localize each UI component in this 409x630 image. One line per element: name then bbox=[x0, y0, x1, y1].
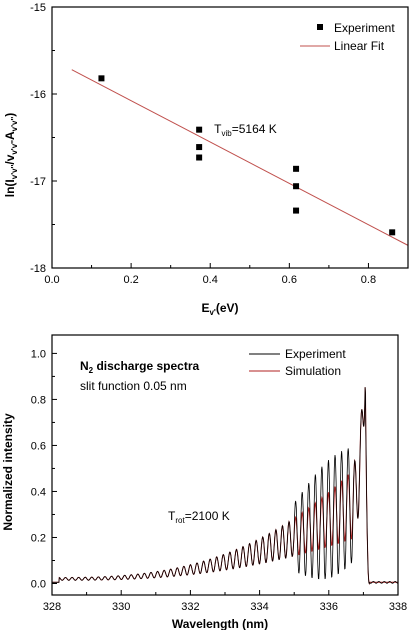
linear-fit-line bbox=[71, 69, 409, 246]
top-x-tick-label: 0.6 bbox=[282, 274, 297, 286]
top-y-tick-label: -16 bbox=[30, 89, 46, 101]
discharge-spectrum-plot: 328 330 332 334 336 338 0.0 0.2 0.4 0.6 0.8 1.0 Nor… bbox=[1, 334, 407, 630]
top-legend: Experiment Linear Fit bbox=[300, 21, 395, 53]
top-x-tick-label: 0.2 bbox=[123, 274, 138, 286]
bottom-y-tick-label: 1.0 bbox=[31, 348, 46, 360]
top-axis-ticks: 0.0 0.2 0.4 0.6 0.8 -18 -17 -16 -15 bbox=[30, 2, 409, 286]
experiment-spectrum-line bbox=[52, 387, 399, 585]
vibrational-temperature-annotation: Tvib=5164 K bbox=[214, 122, 277, 138]
top-y-tick-label: -17 bbox=[30, 176, 46, 188]
top-x-tick-label: 0.8 bbox=[361, 274, 376, 286]
legend-marker-experiment bbox=[317, 24, 323, 30]
spectrum-title-annotation: N2 discharge spectra bbox=[80, 359, 200, 375]
bottom-axis-ticks: 328 330 332 334 336 338 0.0 0.2 0.4 0.6 0.8 1.0 bbox=[31, 348, 407, 613]
bottom-y-tick-label: 0.0 bbox=[31, 578, 46, 590]
experiment-point bbox=[98, 75, 105, 82]
bottom-legend: Experiment Simulation bbox=[249, 347, 346, 378]
top-y-tick-label: -18 bbox=[30, 263, 46, 275]
bottom-plot-frame bbox=[51, 334, 399, 596]
bottom-x-tick-label: 336 bbox=[320, 601, 338, 613]
linear-fit-series bbox=[71, 69, 409, 246]
bottom-y-tick-label: 0.2 bbox=[31, 532, 46, 544]
top-y-axis-title: ln(Iv'v''/vv'v''Av'v'') bbox=[3, 113, 19, 198]
top-plot-frame bbox=[51, 6, 409, 269]
top-legend-fit-label: Linear Fit bbox=[334, 39, 385, 53]
slit-function-annotation: slit function 0.05 nm bbox=[80, 379, 187, 393]
experiment-point bbox=[196, 154, 203, 161]
bottom-y-tick-label: 0.8 bbox=[31, 394, 46, 406]
top-x-axis-title: Ev'(eV) bbox=[201, 301, 238, 317]
top-y-tick-label: -15 bbox=[30, 2, 46, 14]
bottom-x-tick-label: 330 bbox=[112, 601, 130, 613]
simulation-spectrum-line bbox=[52, 387, 398, 586]
bottom-legend-experiment-label: Experiment bbox=[285, 347, 346, 361]
bottom-x-axis-title: Wavelength (nm) bbox=[172, 617, 268, 630]
top-x-tick-label: 0.0 bbox=[44, 274, 59, 286]
experiment-point bbox=[293, 165, 300, 172]
bottom-x-tick-label: 338 bbox=[389, 601, 407, 613]
experiment-point bbox=[196, 126, 203, 133]
experiment-point bbox=[196, 144, 203, 151]
bottom-y-tick-label: 0.4 bbox=[31, 486, 46, 498]
bottom-legend-simulation-label: Simulation bbox=[285, 364, 341, 378]
bottom-y-tick-label: 0.6 bbox=[31, 440, 46, 452]
top-legend-experiment-label: Experiment bbox=[334, 21, 395, 35]
bottom-x-tick-label: 328 bbox=[43, 601, 61, 613]
top-x-tick-label: 0.4 bbox=[203, 274, 218, 286]
experiment-points-series bbox=[98, 75, 396, 236]
rotational-temperature-annotation: Trot=2100 K bbox=[168, 509, 230, 525]
vibrational-temperature-plot: 0.0 0.2 0.4 0.6 0.8 -18 -17 -16 -15 ln(Iv'v''/vv… bbox=[3, 2, 409, 317]
bottom-x-tick-label: 334 bbox=[250, 601, 268, 613]
experiment-point bbox=[293, 183, 300, 190]
experiment-point bbox=[389, 229, 396, 236]
experiment-point bbox=[293, 207, 300, 214]
bottom-x-tick-label: 332 bbox=[181, 601, 199, 613]
bottom-y-axis-title: Normalized intensity bbox=[1, 413, 15, 531]
